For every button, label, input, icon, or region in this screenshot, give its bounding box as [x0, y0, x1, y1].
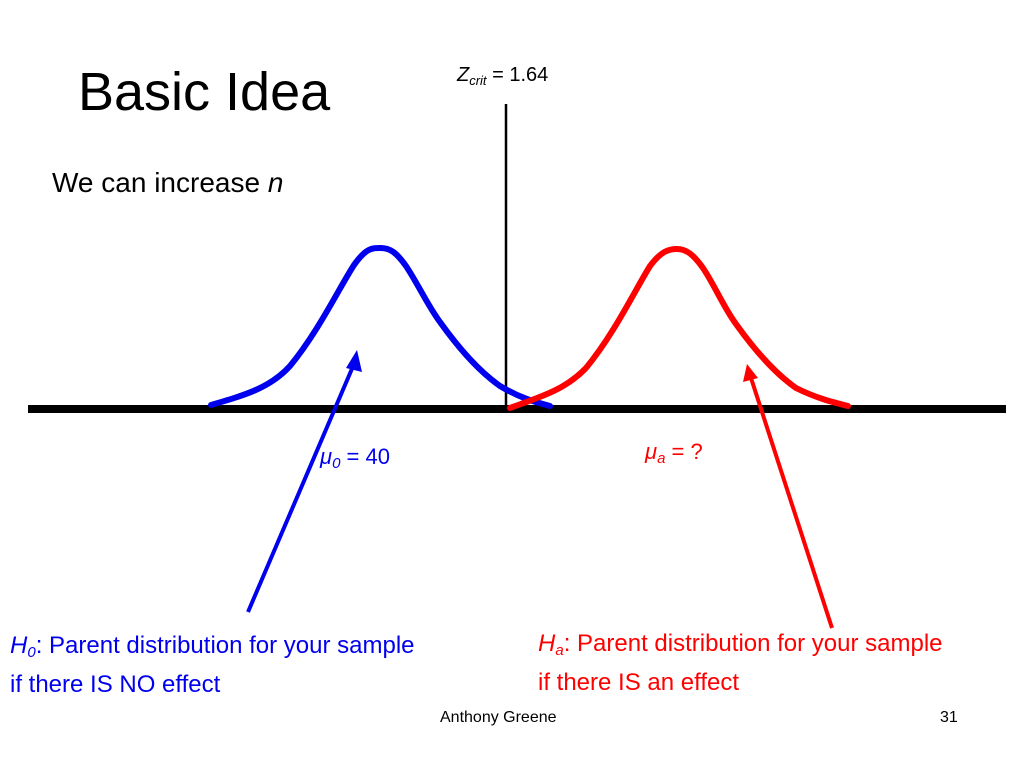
subtitle-text: We can increase	[52, 167, 268, 198]
zcrit-subscript: crit	[469, 73, 487, 88]
null-mean-label: μ0 = 40	[320, 443, 390, 478]
zcrit-value: = 1.64	[486, 64, 549, 86]
h0-line-2: if there IS NO effect	[10, 671, 221, 698]
null-arrow-shaft	[246, 363, 356, 613]
h0-text-1: : Parent distribution for your sample	[35, 632, 415, 659]
mua-symbol: μ	[645, 439, 658, 464]
mua-subscript: a	[657, 450, 666, 467]
alt-hypothesis-caption: Ha: Parent distribution for your sample …	[538, 628, 943, 699]
mu0-subscript: 0	[332, 455, 341, 472]
ha-line-1: Ha: Parent distribution for your sample	[538, 628, 943, 667]
alt-arrowhead-icon	[743, 364, 758, 382]
slide-subtitle: We can increase n	[52, 166, 283, 200]
critical-value-label: Zcrit = 1.64	[457, 62, 548, 94]
null-hypothesis-caption: H0: Parent distribution for your sample …	[10, 630, 415, 701]
mua-value: = ?	[665, 439, 703, 464]
h0-subscript: 0	[27, 644, 36, 661]
ha-text-1: : Parent distribution for your sample	[563, 630, 943, 657]
mu0-symbol: μ	[320, 444, 333, 469]
null-arrowhead-icon	[346, 350, 362, 372]
slide-number: 31	[940, 709, 958, 726]
alt-mean-label: μa = ?	[645, 438, 703, 473]
ha-symbol: H	[538, 630, 556, 657]
ha-line-2: if there IS an effect	[538, 669, 740, 696]
ha-subscript: a	[555, 642, 564, 659]
h0-symbol: H	[10, 632, 28, 659]
null-distribution-curve	[208, 244, 553, 409]
footer-author: Anthony Greene	[440, 709, 557, 726]
mu0-value: = 40	[340, 444, 390, 469]
subtitle-variable: n	[267, 167, 284, 198]
zcrit-symbol: Z	[457, 64, 470, 86]
slide-title: Basic Idea	[78, 62, 331, 122]
alt-arrow-shaft	[749, 377, 834, 629]
alt-distribution-curve	[507, 245, 851, 411]
h0-line-1: H0: Parent distribution for your sample	[10, 630, 415, 669]
